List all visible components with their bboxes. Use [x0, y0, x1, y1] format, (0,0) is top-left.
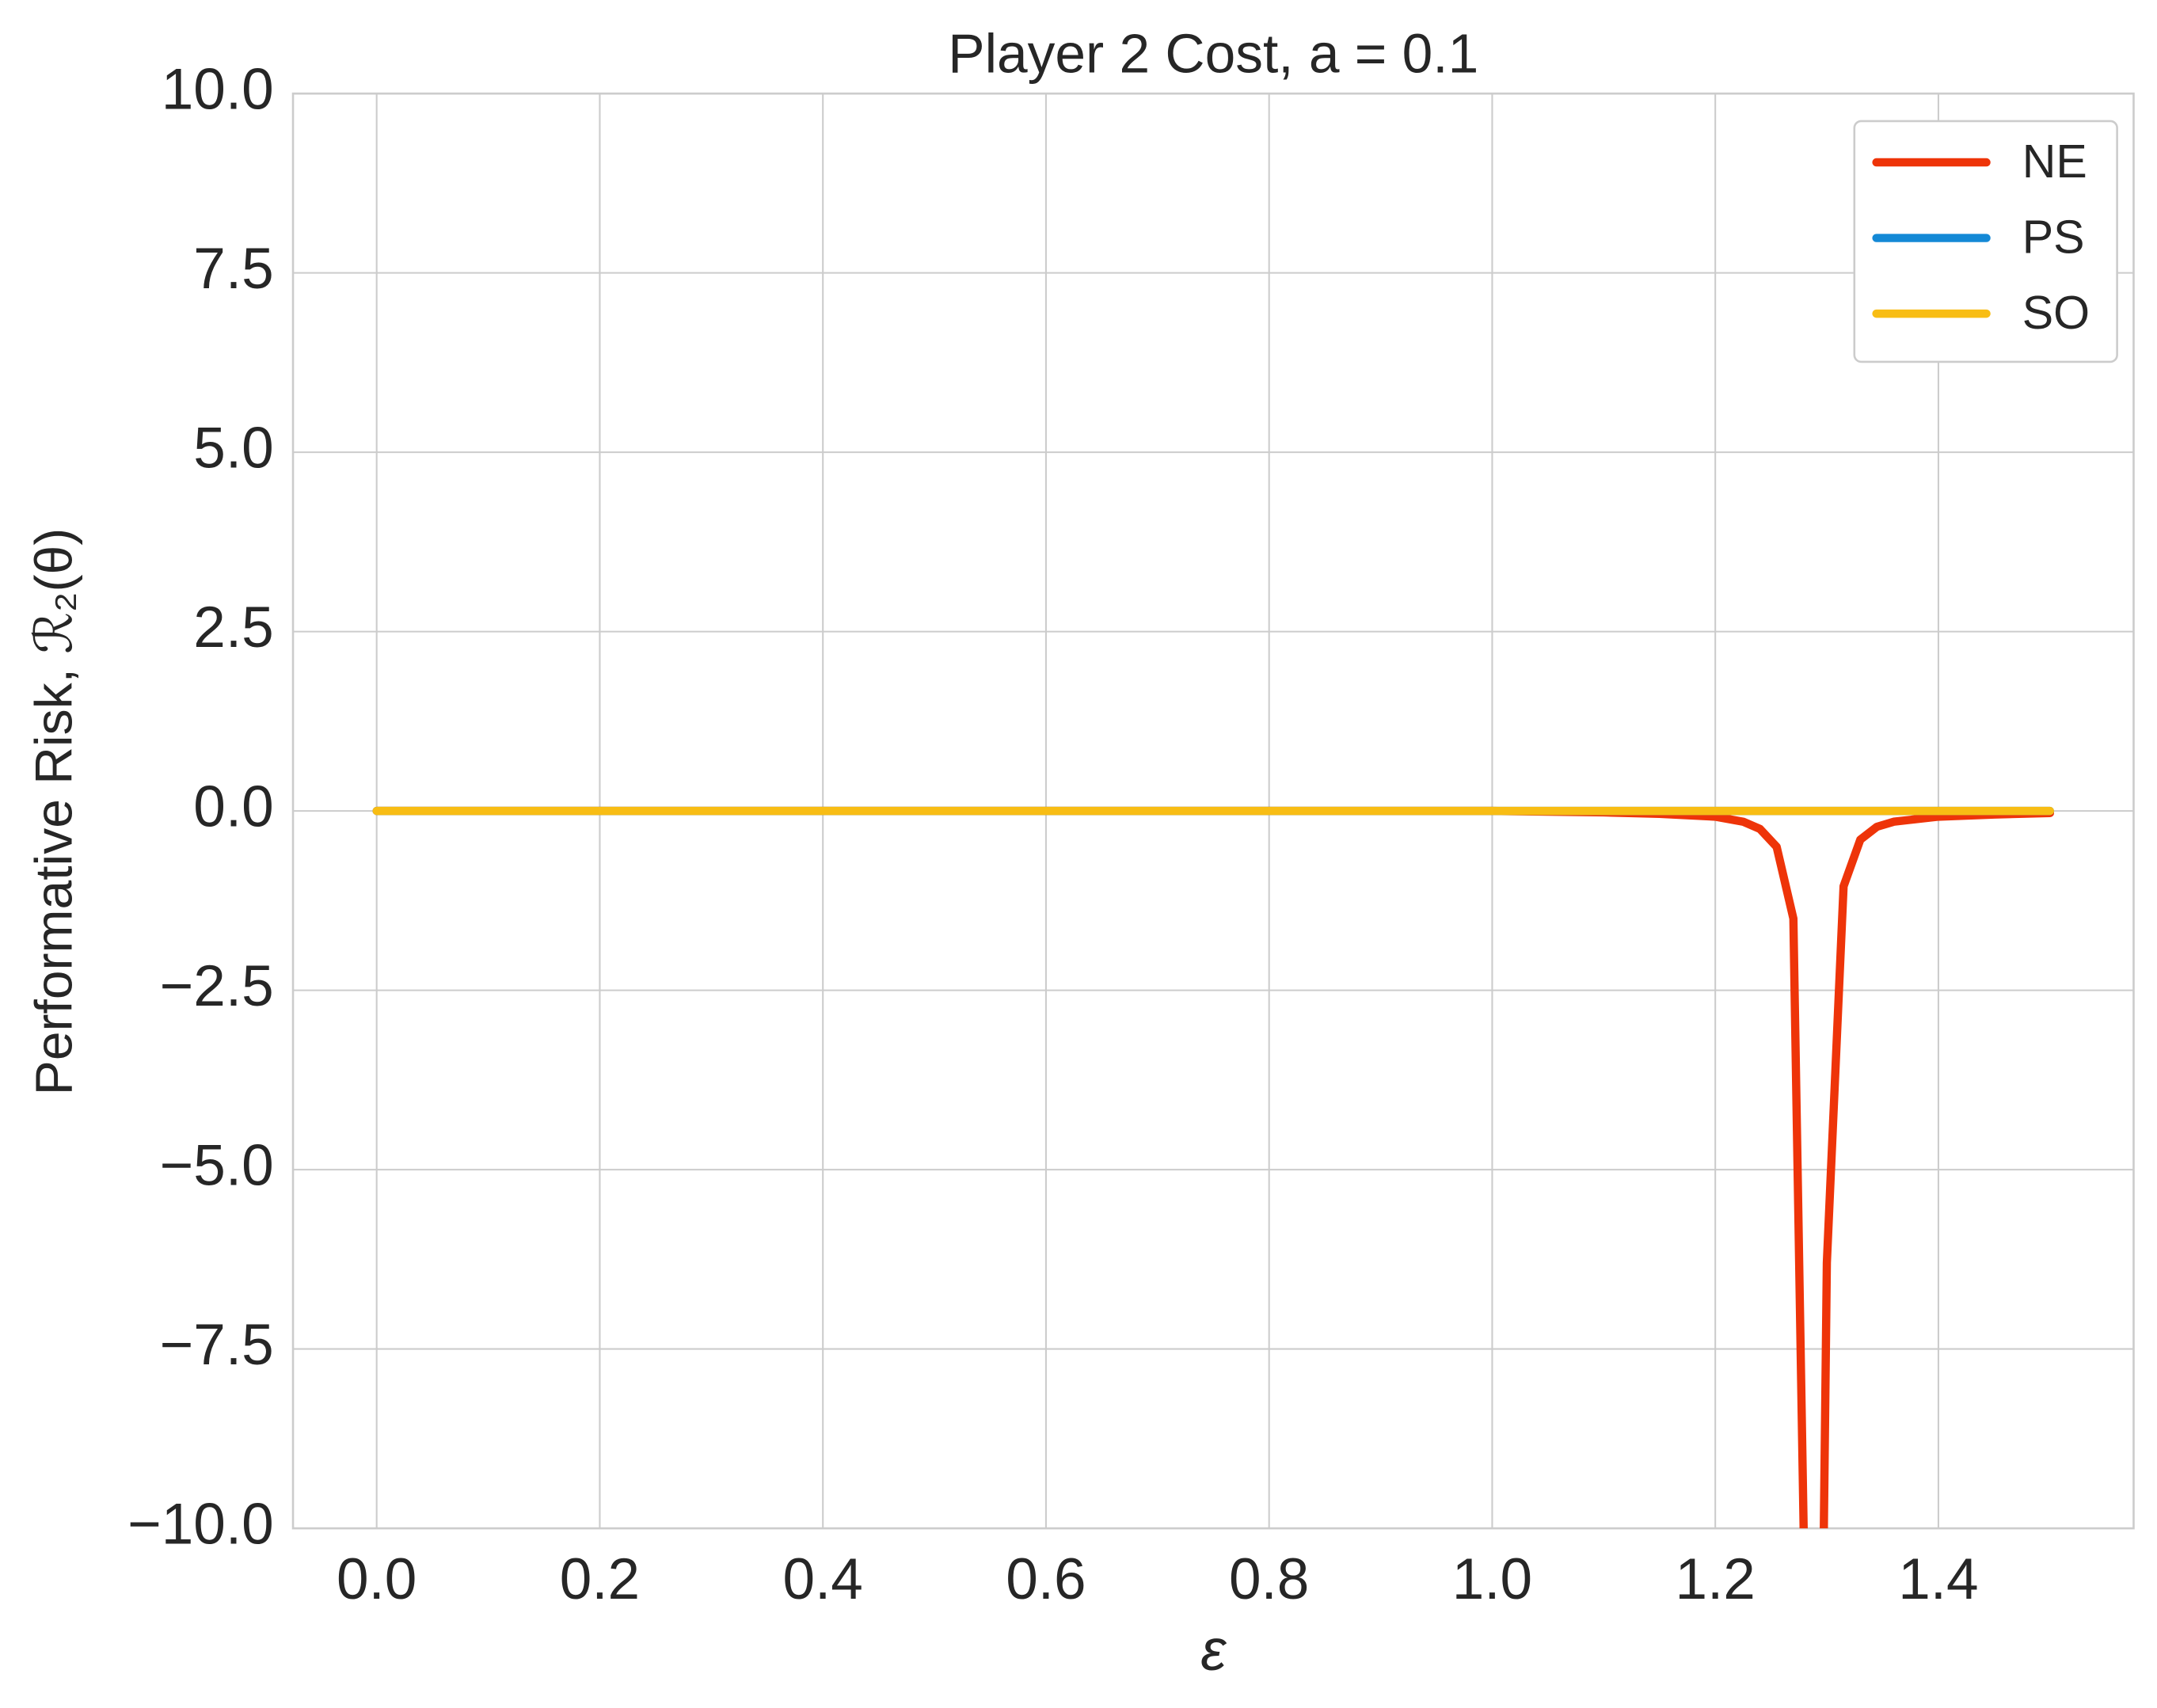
legend-label: SO — [2022, 287, 2090, 339]
x-axis-label: ε — [1200, 1619, 1227, 1683]
x-tick-label: 0.2 — [560, 1547, 640, 1611]
y-tick-label: 0.0 — [193, 774, 273, 839]
plot-lines — [372, 806, 2055, 1529]
y-tick-label: 2.5 — [193, 595, 273, 660]
x-tick-label: 0.0 — [337, 1547, 417, 1611]
y-tick-label: −2.5 — [160, 954, 274, 1018]
y-tick-label: −10.0 — [127, 1492, 274, 1556]
chart-title: Player 2 Cost, a = 0.1 — [948, 22, 1478, 84]
y-tick-label: −7.5 — [160, 1313, 274, 1377]
y-tick-label: 10.0 — [162, 57, 274, 121]
y-tick-label: 5.0 — [193, 416, 273, 480]
plot-frame — [291, 92, 2135, 1530]
x-tick-label: 1.2 — [1675, 1547, 1755, 1611]
y-tick-label: 7.5 — [193, 237, 273, 301]
x-tick-label: 0.8 — [1229, 1547, 1309, 1611]
x-tick-label: 0.4 — [782, 1547, 862, 1611]
y-tick-label: −5.0 — [160, 1133, 274, 1197]
legend-label: NE — [2022, 135, 2087, 188]
x-tick-label: 0.6 — [1006, 1547, 1086, 1611]
x-tick-label: 1.4 — [1898, 1547, 1978, 1611]
legend-label: PS — [2022, 211, 2085, 264]
x-tick-label: 1.0 — [1452, 1547, 1532, 1611]
y-axis-label: Performative Risk, ℛ₂(θ) — [24, 528, 82, 1095]
